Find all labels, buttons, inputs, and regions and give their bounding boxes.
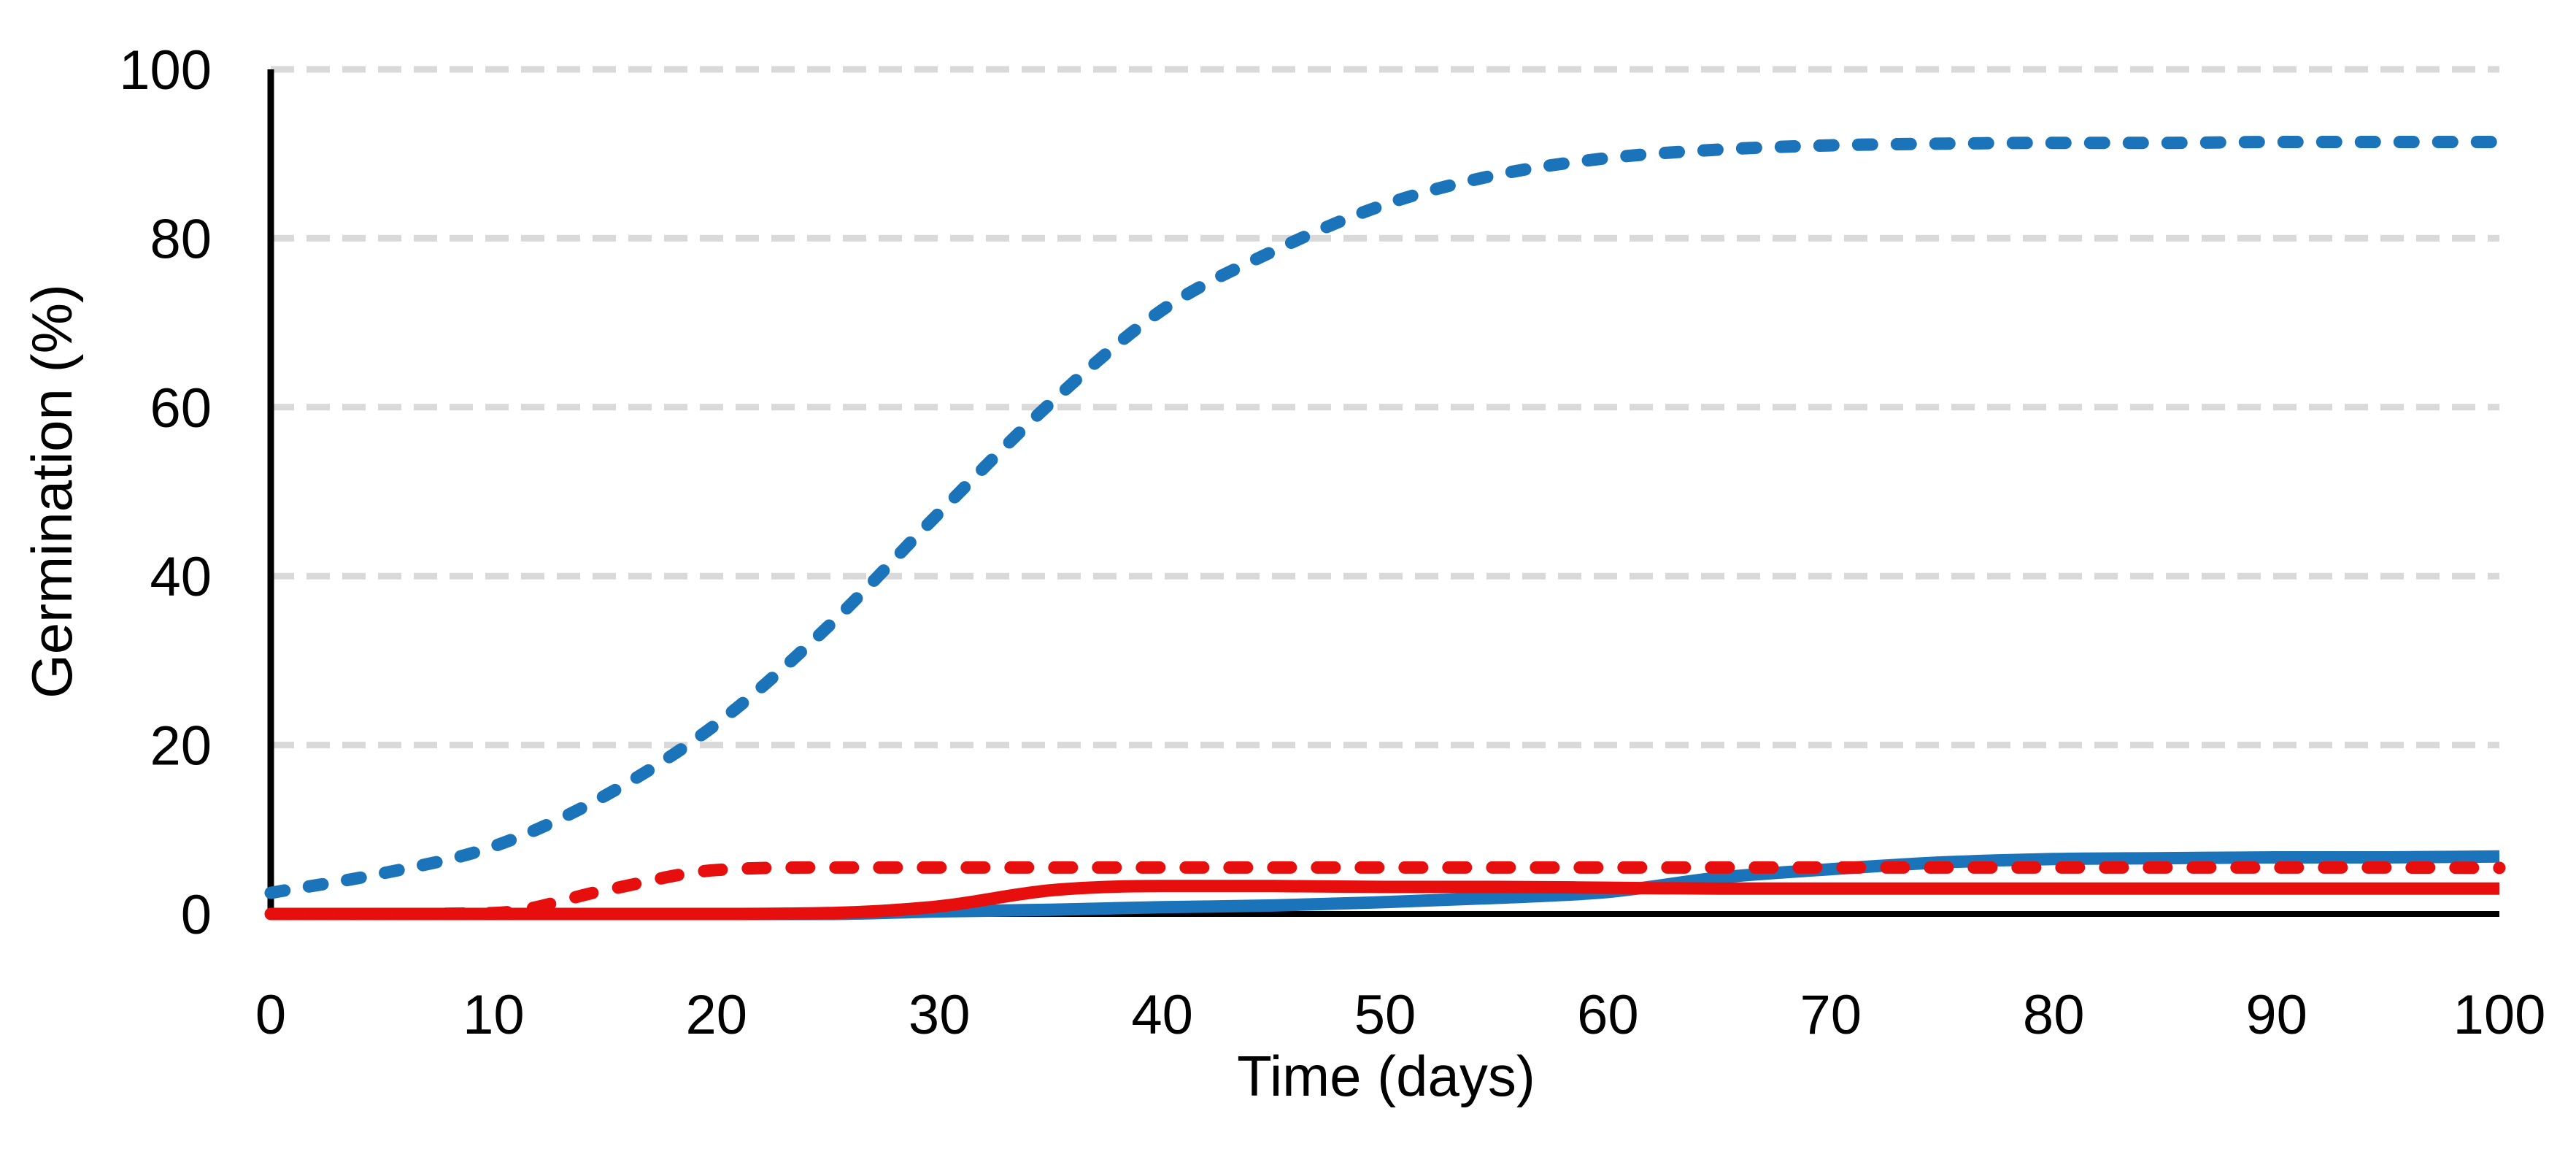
y-tick-label-0: 0 <box>181 884 212 946</box>
x-tick-label-100: 100 <box>2453 984 2546 1046</box>
x-tick-label-0: 0 <box>255 984 286 1046</box>
x-tick-label-90: 90 <box>2245 984 2307 1046</box>
y-axis-title: Germination (%) <box>20 284 85 699</box>
y-gridlines <box>271 66 2499 749</box>
x-tick-label-40: 40 <box>1131 984 1193 1046</box>
y-tick-labels: 0 20 40 60 80 100 <box>119 39 212 946</box>
y-tick-label-20: 20 <box>150 715 212 777</box>
series-line-blue-dashed <box>264 135 2506 899</box>
x-tick-label-60: 60 <box>1577 984 1639 1046</box>
series-line-red-solid <box>271 880 2499 921</box>
x-tick-label-20: 20 <box>686 984 748 1046</box>
y-tick-label-100: 100 <box>119 39 212 101</box>
x-tick-labels: 0 10 20 30 40 50 60 70 80 90 100 <box>255 984 2546 1046</box>
y-tick-label-40: 40 <box>150 546 212 608</box>
y-tick-label-80: 80 <box>150 208 212 270</box>
x-tick-label-30: 30 <box>909 984 971 1046</box>
series-lines <box>264 135 2506 921</box>
x-axis-title: Time (days) <box>1237 1044 1535 1108</box>
x-tick-label-70: 70 <box>1800 984 1862 1046</box>
x-tick-label-10: 10 <box>463 984 525 1046</box>
x-tick-label-50: 50 <box>1354 984 1416 1046</box>
y-tick-label-60: 60 <box>150 377 212 439</box>
series-line-red-dashed <box>264 861 2506 921</box>
x-tick-label-80: 80 <box>2023 984 2085 1046</box>
